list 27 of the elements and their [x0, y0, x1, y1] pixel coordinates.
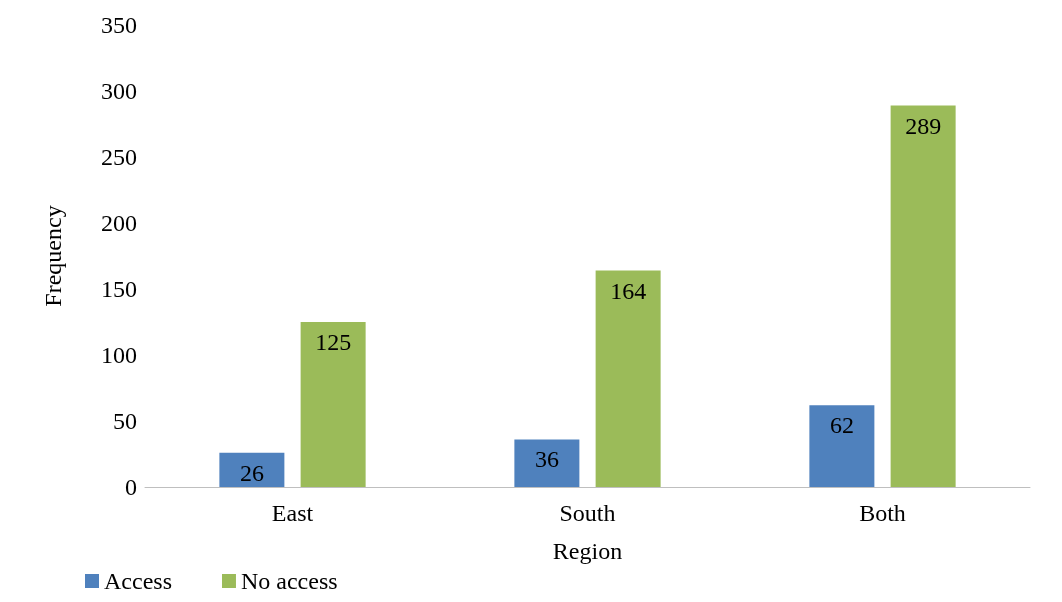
bar — [300, 322, 366, 487]
data-label: 289 — [905, 112, 942, 139]
y-tick-label: 150 — [101, 276, 137, 302]
x-axis-title: Region — [552, 538, 623, 564]
data-label: 36 — [534, 446, 559, 473]
y-tick-label: 0 — [125, 474, 137, 500]
x-tick-label: South — [559, 500, 616, 526]
legend-label: Access — [104, 568, 172, 594]
x-tick-label: Both — [859, 500, 906, 526]
data-label: 62 — [829, 412, 854, 439]
y-axis-title: Frequency — [40, 205, 66, 307]
data-label: 125 — [315, 329, 352, 355]
y-tick-label: 100 — [101, 342, 137, 368]
data-label: 164 — [610, 277, 647, 304]
y-tick-label: 250 — [101, 144, 137, 170]
bar — [595, 270, 661, 487]
bar — [514, 439, 580, 487]
bar — [809, 405, 875, 487]
bar — [219, 452, 285, 487]
x-tick-label: East — [271, 500, 314, 526]
y-tick-label: 350 — [101, 12, 137, 38]
bar — [890, 105, 956, 487]
data-label: 26 — [239, 459, 264, 486]
legend-label: No access — [240, 568, 338, 594]
y-tick-label: 50 — [113, 408, 137, 434]
y-tick-label: 300 — [101, 78, 137, 104]
y-tick-label: 200 — [101, 210, 137, 236]
